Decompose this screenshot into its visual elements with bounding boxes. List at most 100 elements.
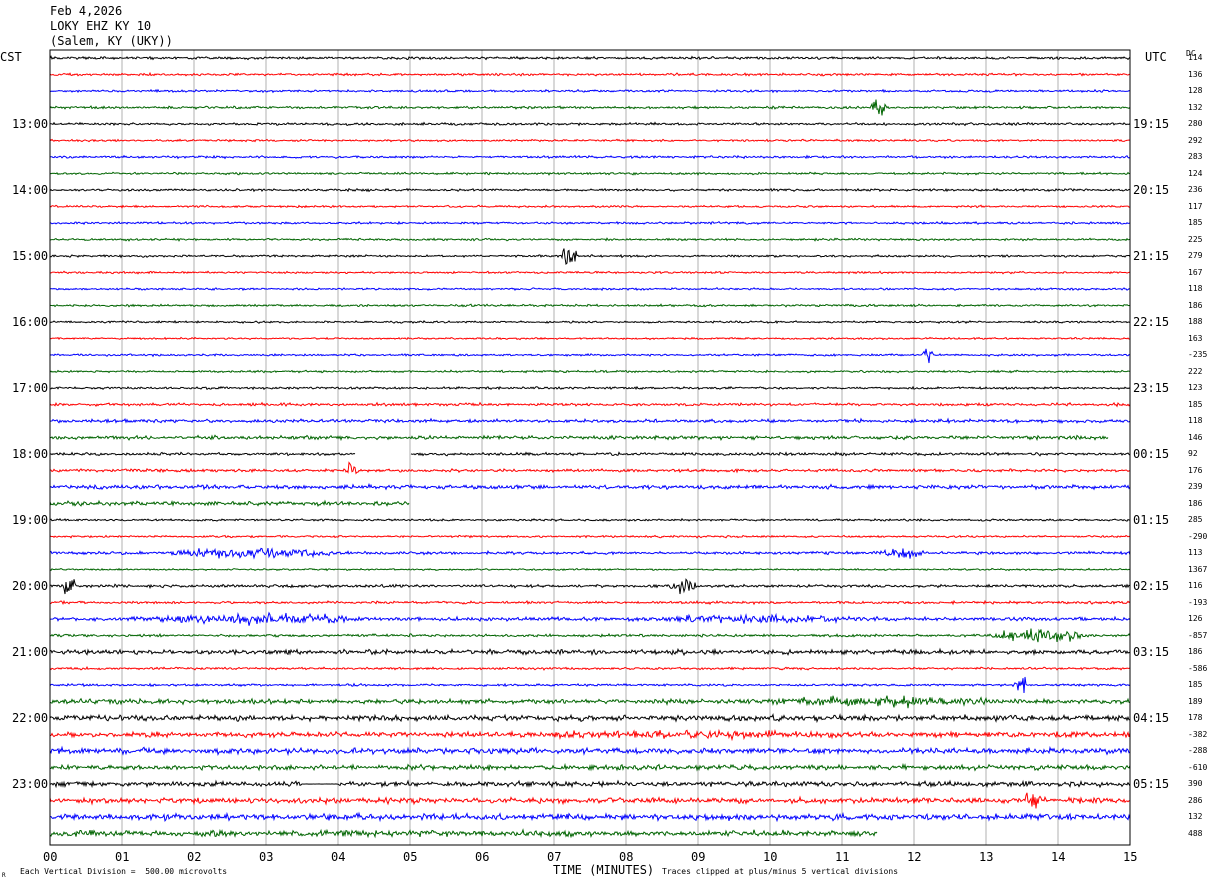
dc-offset-label: 126 xyxy=(1188,614,1203,623)
x-tick-label-10: 10 xyxy=(763,850,778,864)
dc-offset-label: -288 xyxy=(1188,746,1208,755)
trace-row-19 xyxy=(49,369,1131,374)
right-time-label: 21:15 xyxy=(1133,249,1170,263)
trace-row-17 xyxy=(49,336,1131,341)
dc-offset-label: 118 xyxy=(1188,284,1203,293)
left-time-label: 22:00 xyxy=(12,711,49,725)
left-time-label: 23:00 xyxy=(12,777,49,791)
trace-row-14 xyxy=(49,287,1131,292)
dc-offset-label: 114 xyxy=(1188,53,1203,62)
left-time-label: 16:00 xyxy=(12,315,49,329)
trace-row-45 xyxy=(49,792,1131,809)
x-tick-label-11: 11 xyxy=(835,850,850,864)
x-tick-label-02: 02 xyxy=(187,850,202,864)
dc-offset-label: 185 xyxy=(1188,399,1203,409)
dc-offset-label: 279 xyxy=(1188,251,1203,260)
trace-row-41 xyxy=(49,728,1131,742)
right-time-label: 05:15 xyxy=(1133,777,1170,791)
minute-grid xyxy=(49,50,1131,845)
trace-row-11 xyxy=(49,237,1131,242)
right-time-label: 01:15 xyxy=(1133,513,1170,527)
dc-offset-label: 186 xyxy=(1188,647,1203,656)
trace-row-10 xyxy=(49,220,1131,226)
trace-row-40 xyxy=(49,713,1130,724)
trace-row-43 xyxy=(49,762,1131,772)
trace-row-35 xyxy=(49,628,1131,643)
trace-row-42 xyxy=(49,745,1131,757)
dc-offset-label: 178 xyxy=(1188,713,1203,722)
dc-offset-label: 222 xyxy=(1188,366,1203,376)
trace-row-37 xyxy=(49,666,1131,671)
dc-offset-label: 136 xyxy=(1188,69,1203,79)
trace-row-38 xyxy=(49,676,1131,694)
trace-row-27 xyxy=(49,499,410,507)
trace-row-25 xyxy=(49,461,1131,475)
corner-mark: R xyxy=(2,872,6,879)
dc-offset-label: 185 xyxy=(1188,680,1203,689)
dc-offset-label: 117 xyxy=(1188,201,1203,211)
x-tick-label-05: 05 xyxy=(403,850,418,864)
x-tick-label-03: 03 xyxy=(259,850,274,864)
dc-offset-label: -235 xyxy=(1188,350,1208,359)
dc-offset-label: 186 xyxy=(1188,300,1203,310)
trace-row-23 xyxy=(49,434,1109,442)
trace-row-36 xyxy=(49,647,1131,657)
x-tick-label-01: 01 xyxy=(115,850,130,864)
dc-offset-label: 286 xyxy=(1188,795,1203,805)
x-tick-label-07: 07 xyxy=(547,850,562,864)
dc-offset-label: -857 xyxy=(1188,630,1208,640)
trace-row-5 xyxy=(49,138,1131,143)
chart-location: (Salem, KY (UKY)) xyxy=(50,34,173,48)
right-time-label: 02:15 xyxy=(1133,579,1170,593)
chart-date: Feb 4,2026 xyxy=(50,4,123,18)
trace-row-21 xyxy=(49,401,1131,408)
x-tick-label-15: 15 xyxy=(1123,850,1138,864)
trace-row-32 xyxy=(49,578,1131,595)
dc-offset-label: 236 xyxy=(1188,185,1203,194)
x-tick-label-13: 13 xyxy=(979,850,994,864)
right-time-label: 04:15 xyxy=(1133,711,1170,725)
plot-frame xyxy=(49,49,1131,846)
dc-offset-label: 113 xyxy=(1188,548,1203,557)
trace-row-3 xyxy=(49,99,1131,116)
left-time-label: 20:00 xyxy=(12,579,49,593)
left-time-label: 15:00 xyxy=(12,249,49,263)
dc-offset-label: 189 xyxy=(1188,696,1203,706)
chart-station: LOKY EHZ KY 10 xyxy=(50,19,152,33)
trace-row-6 xyxy=(49,154,1131,160)
dc-offset-label: 118 xyxy=(1188,416,1203,425)
vertical-division-note: Each Vertical Division = 500.00 microvol… xyxy=(20,867,228,876)
dc-offset-label: 239 xyxy=(1188,482,1203,491)
x-tick-label-08: 08 xyxy=(619,850,634,864)
dc-offset-label: 92 xyxy=(1188,449,1198,458)
right-time-label: 00:15 xyxy=(1133,447,1170,461)
left-timezone-label: CST xyxy=(0,50,22,64)
right-timezone-label: UTC xyxy=(1145,50,1167,64)
dc-offset-label: 146 xyxy=(1188,432,1203,442)
dc-offset-label: 132 xyxy=(1188,812,1203,821)
dc-offset-label: 186 xyxy=(1188,498,1203,508)
dc-offset-label: 188 xyxy=(1188,317,1203,326)
dc-offset-label: 124 xyxy=(1188,168,1203,178)
right-time-label: 20:15 xyxy=(1133,183,1170,197)
trace-row-47 xyxy=(49,828,878,839)
right-time-label: 22:15 xyxy=(1133,315,1170,329)
dc-offset-label: 128 xyxy=(1188,86,1203,95)
dc-offset-label: 285 xyxy=(1188,515,1203,524)
dc-offset-label: 116 xyxy=(1188,581,1203,590)
trace-row-34 xyxy=(49,611,1131,626)
x-tick-label-06: 06 xyxy=(475,850,490,864)
dc-column-header: DC xyxy=(1186,49,1196,58)
trace-row-16 xyxy=(49,319,1131,325)
dc-offset-label: 132 xyxy=(1188,102,1203,112)
trace-row-9 xyxy=(49,204,1131,209)
right-time-label: 03:15 xyxy=(1133,645,1170,659)
trace-row-1 xyxy=(49,71,1130,77)
dc-offset-label: -290 xyxy=(1188,531,1208,541)
left-time-label: 17:00 xyxy=(12,381,49,395)
x-tick-label-14: 14 xyxy=(1051,850,1066,864)
dc-offset-label: 123 xyxy=(1188,383,1203,392)
clip-note: Traces clipped at plus/minus 5 vertical … xyxy=(662,867,899,876)
dc-offset-label: 167 xyxy=(1188,267,1203,277)
